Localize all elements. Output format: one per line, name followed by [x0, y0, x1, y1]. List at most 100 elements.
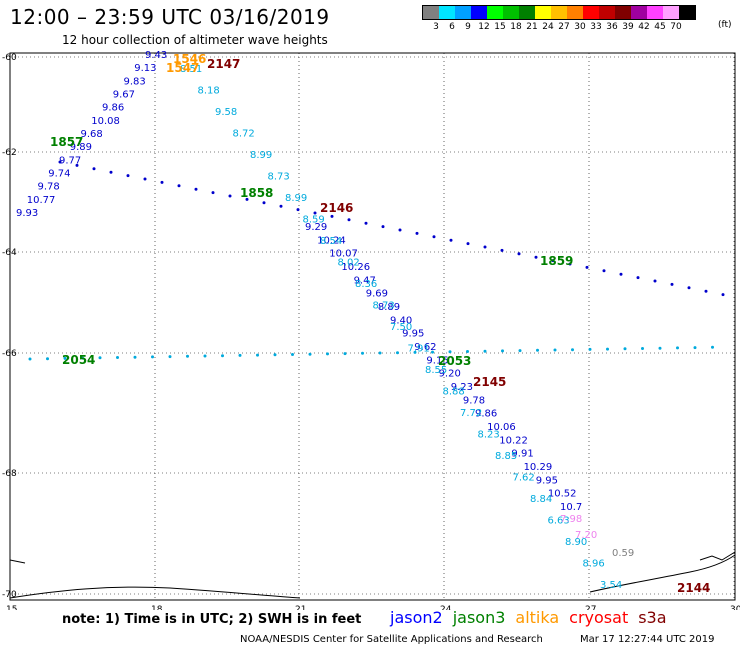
- swh-value: 8.84: [530, 494, 552, 505]
- colorbar-swatch: [423, 6, 439, 19]
- track-point: [296, 208, 300, 212]
- colorbar-swatch: [455, 6, 471, 19]
- swh-value: 7.72: [460, 408, 482, 419]
- colorbar-label: 15: [494, 22, 506, 32]
- swh-value: 9.74: [48, 169, 70, 180]
- swh-value: 8.85: [495, 451, 517, 462]
- lat-label: -64: [2, 248, 17, 258]
- track-point: [413, 350, 417, 354]
- track-point: [711, 345, 714, 349]
- colorbar-labels: 3 6 9 12 15 18 21 24 27 30 33 36 39 42 45 70: [422, 22, 696, 32]
- track-point: [641, 347, 644, 350]
- track-point: [262, 201, 266, 205]
- colorbar-swatches: [422, 5, 696, 20]
- swh-value: 9.78: [38, 182, 60, 193]
- track-point: [221, 354, 224, 358]
- track-point: [431, 350, 434, 354]
- colorbar-label: 6: [449, 22, 455, 32]
- colorbar-swatch: [535, 6, 551, 19]
- colorbar-label: 12: [478, 22, 490, 32]
- swh-value: 8.18: [198, 86, 220, 97]
- track-point: [81, 356, 84, 360]
- track-point: [500, 248, 504, 252]
- track-point: [143, 177, 147, 181]
- swh-value: 8.02: [338, 258, 360, 269]
- coastline: [9, 559, 26, 564]
- legend-altika: altika: [515, 608, 560, 627]
- swh-value: 9.13: [134, 63, 156, 74]
- lon-label: 27: [585, 605, 596, 610]
- track-point: [133, 355, 137, 359]
- swh-value: 8.99: [285, 193, 307, 204]
- satellite-legend: jason2 jason3 altika cryosat s3a: [390, 608, 677, 627]
- track-point: [721, 293, 725, 297]
- colorbar-label: 70: [670, 22, 682, 32]
- track-point: [330, 214, 334, 218]
- track-point: [588, 347, 592, 351]
- colorbar-unit: (ft): [718, 20, 732, 30]
- swh-value: 10.08: [91, 116, 120, 127]
- pass-label: 1547: [166, 61, 199, 75]
- track-point: [326, 352, 329, 356]
- lat-label: -62: [2, 148, 17, 158]
- swh-value: 8.73: [373, 301, 395, 312]
- track-point: [186, 354, 189, 358]
- swh-value: 7.98: [560, 514, 582, 525]
- swh-value: 9.78: [463, 395, 485, 406]
- track-point: [92, 167, 96, 171]
- track-point: [58, 160, 62, 164]
- pass-label: 2147: [207, 57, 240, 71]
- legend-cryosat: cryosat: [569, 608, 629, 627]
- pass-label: 2054: [62, 353, 95, 367]
- lon-label: 15: [6, 605, 17, 610]
- legend-s3a: s3a: [638, 608, 667, 627]
- coastline: [9, 586, 301, 599]
- legend-jason2: jason2: [390, 608, 443, 627]
- swh-value: 9.69: [366, 289, 388, 300]
- track-point: [63, 356, 67, 360]
- swh-value: 9.43: [145, 50, 167, 61]
- swh-value: 10.07: [329, 249, 358, 260]
- swh-value: 9.40: [390, 315, 412, 326]
- track-point: [364, 221, 368, 225]
- swh-value: 9.95: [536, 475, 558, 486]
- track-point: [308, 352, 312, 356]
- swh-value: 8.90: [565, 537, 587, 548]
- swh-value: 3.54: [600, 580, 622, 591]
- lon-label: 24: [440, 605, 452, 610]
- map-title: 12:00 – 23:59 UTC 03/16/2019: [10, 5, 330, 29]
- coastline: [699, 551, 736, 561]
- swh-value: 10.26: [341, 262, 370, 273]
- altimeter-map: -60 -62 -64 -66 -68 -70 15 18 21 24 27 30 9.93 10.77 9…: [2, 50, 740, 610]
- swh-value: 9.62: [414, 342, 436, 353]
- track-point: [653, 279, 657, 283]
- track-point: [606, 347, 609, 351]
- track-point: [273, 353, 277, 357]
- colorbar-label: 45: [654, 22, 666, 32]
- swh-value: 9.68: [81, 129, 103, 140]
- track-point: [116, 356, 119, 359]
- colorbar-swatch: [487, 6, 503, 19]
- track-point: [177, 184, 181, 188]
- colorbar-label: 21: [526, 22, 538, 32]
- pass-label: 2145: [473, 375, 506, 389]
- track-point: [676, 346, 679, 350]
- lon-label: 21: [295, 605, 306, 610]
- track-point: [704, 289, 708, 293]
- track-point: [449, 238, 453, 242]
- swh-value: 8.99: [250, 150, 272, 161]
- track-point: [109, 170, 113, 174]
- track-point: [398, 228, 402, 232]
- track-point: [361, 351, 364, 355]
- colorbar-swatch: [631, 6, 647, 19]
- track-point: [313, 211, 317, 215]
- swh-value: 9.86: [475, 409, 497, 420]
- swh-value: 9.86: [102, 103, 124, 114]
- track-point: [448, 350, 452, 354]
- track-point: [568, 262, 572, 266]
- colorbar-label: 42: [638, 22, 650, 32]
- track-point: [670, 282, 674, 286]
- swh-value: 7.20: [575, 530, 597, 541]
- swh-value: 9.91: [511, 449, 533, 460]
- colorbar-label: 9: [465, 22, 471, 32]
